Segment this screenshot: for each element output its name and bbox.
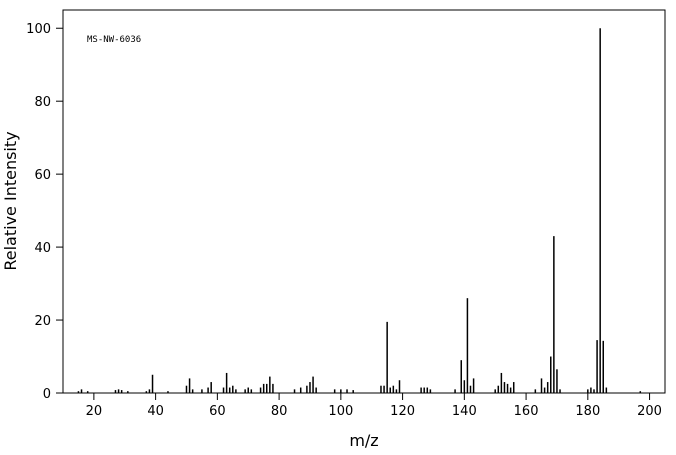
x-tick-label: 160 — [514, 404, 539, 419]
x-tick-label: 200 — [637, 404, 662, 419]
y-tick-label: 20 — [34, 314, 51, 329]
y-axis-label: Relative Intensity — [1, 131, 20, 270]
x-tick-label: 40 — [147, 404, 164, 419]
x-tick-label: 180 — [575, 404, 600, 419]
y-tick-label: 80 — [34, 95, 51, 110]
x-tick-label: 60 — [209, 404, 226, 419]
plot-frame — [62, 9, 666, 394]
y-tick-label: 40 — [34, 241, 51, 256]
y-tick-label: 100 — [26, 22, 51, 37]
x-tick-label: 80 — [271, 404, 288, 419]
y-tick-label: 0 — [43, 387, 51, 402]
x-tick-label: 20 — [86, 404, 103, 419]
x-axis-label: m/z — [349, 431, 378, 450]
x-tick-label: 120 — [390, 404, 415, 419]
y-tick-label: 60 — [34, 168, 51, 183]
x-tick-label: 140 — [452, 404, 477, 419]
annotation: MS-NW-6036 — [87, 35, 141, 45]
x-tick-label: 100 — [328, 404, 353, 419]
